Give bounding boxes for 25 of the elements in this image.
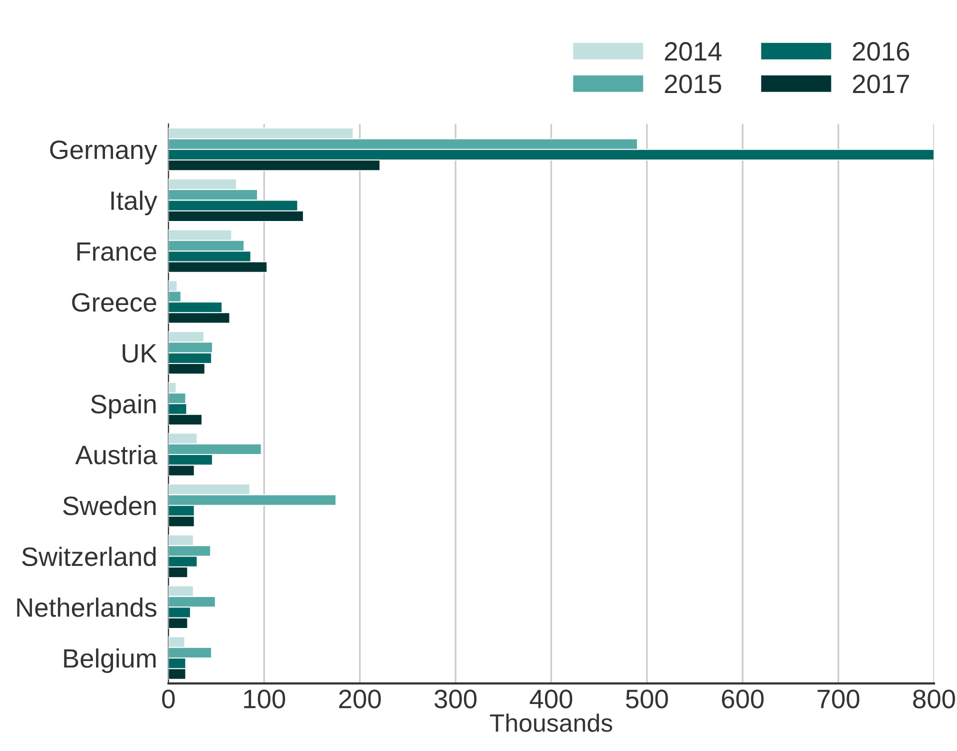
y-tick-label: Spain — [91, 394, 156, 419]
x-tick-label: 100 — [244, 690, 286, 708]
y-tick-label: Italy — [111, 190, 158, 216]
y-tick-label: France — [77, 242, 156, 261]
x-tick-label: 700 — [818, 690, 860, 708]
x-tick-label: 0 — [162, 690, 175, 708]
x-tick-label: 600 — [722, 690, 764, 708]
legend-label: 2016 — [852, 42, 910, 61]
y-tick-label: Sweden — [63, 496, 156, 516]
legend-label: 2015 — [664, 74, 722, 94]
y-tick-label: Netherlands — [17, 598, 156, 617]
y-tick-label: Austria — [75, 444, 158, 464]
x-tick-label: 500 — [626, 690, 668, 708]
y-tick-label: Switzerland — [22, 546, 156, 566]
y-tick-label: UK — [122, 344, 158, 363]
y-tick-label: Germany — [50, 140, 158, 164]
legend-label: 2017 — [852, 74, 909, 94]
y-tick-label: Belgium — [64, 648, 156, 674]
x-tick-label: 400 — [530, 690, 572, 708]
x-tick-label: 200 — [339, 690, 381, 708]
legend-label: 2014 — [664, 42, 722, 61]
x-axis-title: Thousands — [490, 714, 612, 732]
x-tick-label: 800 — [913, 690, 956, 708]
x-tick-label: 300 — [434, 690, 477, 708]
y-tick-label: Greece — [72, 293, 156, 312]
